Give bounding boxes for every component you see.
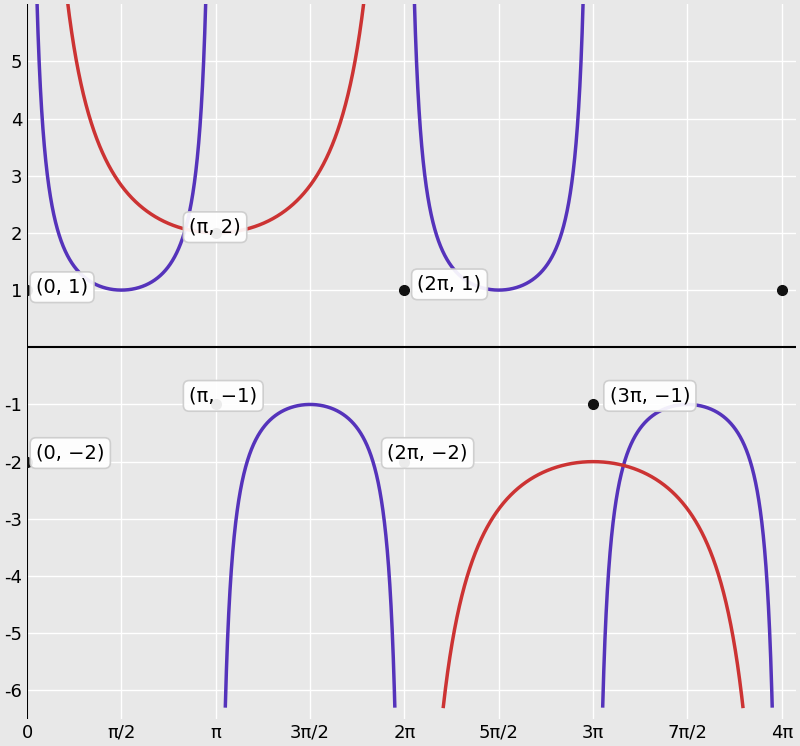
Text: (2π, 1): (2π, 1) (418, 275, 482, 294)
Text: (3π, −1): (3π, −1) (610, 386, 690, 405)
Text: (2π, −2): (2π, −2) (387, 444, 468, 463)
Text: (π, 2): (π, 2) (189, 218, 241, 236)
Text: (π, −1): (π, −1) (189, 386, 258, 405)
Text: (0, 1): (0, 1) (36, 278, 88, 297)
Text: (0, −2): (0, −2) (36, 444, 105, 463)
